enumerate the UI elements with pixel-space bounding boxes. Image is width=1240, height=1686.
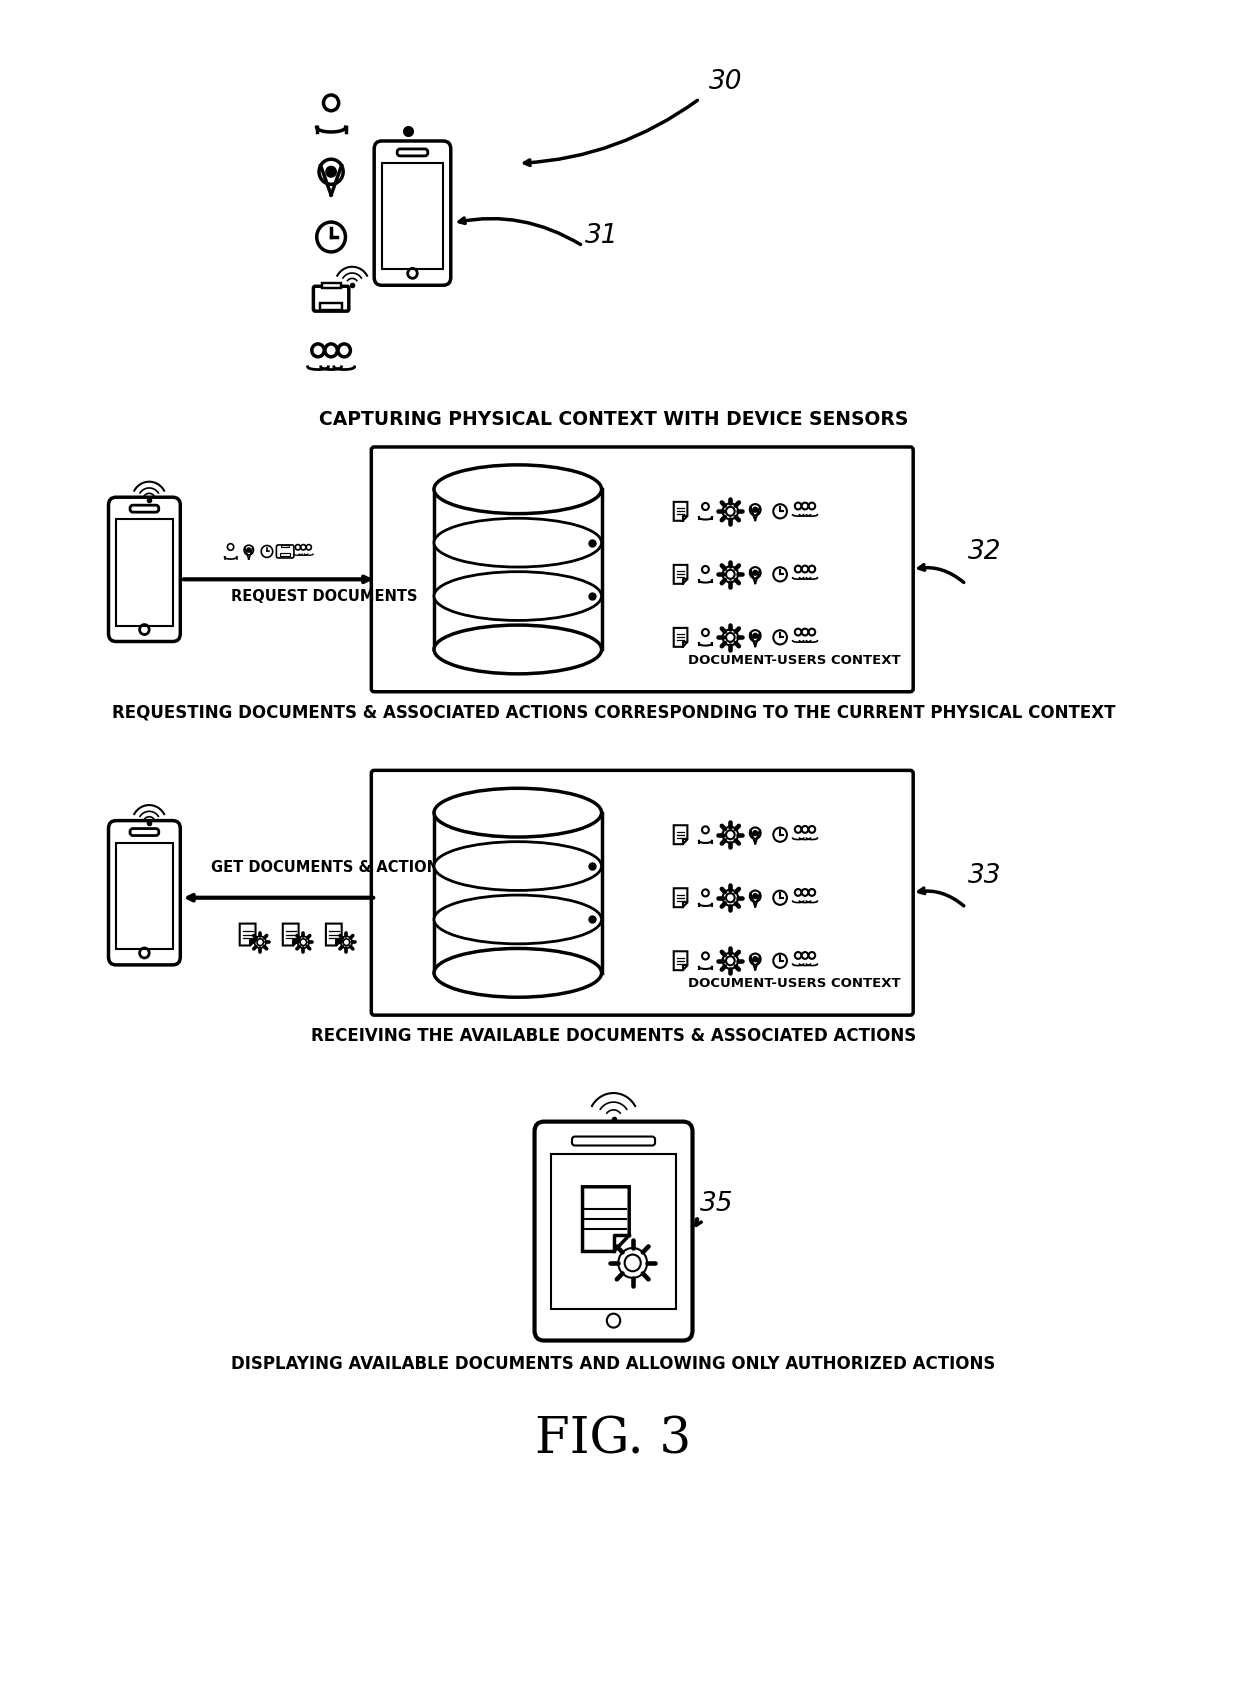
Polygon shape (239, 924, 255, 946)
Circle shape (247, 548, 250, 551)
Text: 31: 31 (585, 223, 619, 250)
Polygon shape (673, 824, 687, 845)
Ellipse shape (434, 572, 601, 620)
Text: DISPLAYING AVAILABLE DOCUMENTS AND ALLOWING ONLY AUTHORIZED ACTIONS: DISPLAYING AVAILABLE DOCUMENTS AND ALLOW… (232, 1356, 996, 1374)
Bar (280, 553, 290, 556)
Text: 35: 35 (699, 1192, 733, 1217)
Bar (320, 303, 342, 310)
Ellipse shape (434, 949, 601, 996)
Bar (434, 489, 601, 649)
Text: DOCUMENT-USERS CONTEXT: DOCUMENT-USERS CONTEXT (688, 978, 900, 990)
Text: CAPTURING PHYSICAL CONTEXT WITH DEVICE SENSORS: CAPTURING PHYSICAL CONTEXT WITH DEVICE S… (319, 410, 908, 430)
Ellipse shape (434, 465, 601, 514)
Ellipse shape (434, 626, 601, 674)
Polygon shape (283, 924, 299, 946)
Bar (321, 283, 341, 288)
FancyBboxPatch shape (397, 148, 428, 155)
Text: GET DOCUMENTS & ACTIONS: GET DOCUMENTS & ACTIONS (212, 860, 450, 875)
FancyBboxPatch shape (371, 447, 913, 691)
Polygon shape (673, 565, 687, 583)
FancyBboxPatch shape (371, 771, 913, 1015)
FancyBboxPatch shape (374, 142, 451, 285)
FancyBboxPatch shape (277, 545, 294, 558)
FancyBboxPatch shape (130, 828, 159, 836)
Polygon shape (673, 627, 687, 647)
FancyBboxPatch shape (534, 1121, 692, 1340)
Ellipse shape (434, 789, 601, 836)
Circle shape (753, 570, 758, 575)
Polygon shape (583, 1187, 629, 1251)
Circle shape (753, 831, 758, 836)
Bar (281, 545, 289, 546)
Text: 33: 33 (967, 863, 1001, 889)
Text: DOCUMENT-USERS CONTEXT: DOCUMENT-USERS CONTEXT (688, 654, 900, 668)
Bar (551, 1155, 676, 1308)
Ellipse shape (434, 895, 601, 944)
Ellipse shape (434, 518, 601, 566)
FancyBboxPatch shape (109, 821, 180, 964)
Bar (117, 519, 172, 626)
Text: REQUESTING DOCUMENTS & ASSOCIATED ACTIONS CORRESPONDING TO THE CURRENT PHYSICAL : REQUESTING DOCUMENTS & ASSOCIATED ACTION… (112, 703, 1115, 722)
Text: 30: 30 (709, 69, 743, 94)
Polygon shape (673, 951, 687, 969)
FancyBboxPatch shape (109, 497, 180, 641)
Circle shape (753, 507, 758, 513)
Circle shape (753, 894, 758, 899)
Circle shape (326, 167, 336, 177)
Text: FIG. 3: FIG. 3 (536, 1415, 692, 1465)
Bar (434, 813, 601, 973)
Ellipse shape (434, 841, 601, 890)
Polygon shape (673, 502, 687, 521)
FancyBboxPatch shape (314, 287, 348, 312)
Bar (117, 843, 172, 949)
Circle shape (753, 956, 758, 961)
Text: RECEIVING THE AVAILABLE DOCUMENTS & ASSOCIATED ACTIONS: RECEIVING THE AVAILABLE DOCUMENTS & ASSO… (311, 1027, 916, 1045)
Polygon shape (326, 924, 342, 946)
Circle shape (753, 634, 758, 639)
Polygon shape (673, 889, 687, 907)
FancyBboxPatch shape (130, 506, 159, 513)
Text: 32: 32 (967, 540, 1001, 565)
Bar (382, 164, 443, 270)
FancyBboxPatch shape (572, 1136, 655, 1145)
Text: REQUEST DOCUMENTS: REQUEST DOCUMENTS (231, 590, 417, 604)
